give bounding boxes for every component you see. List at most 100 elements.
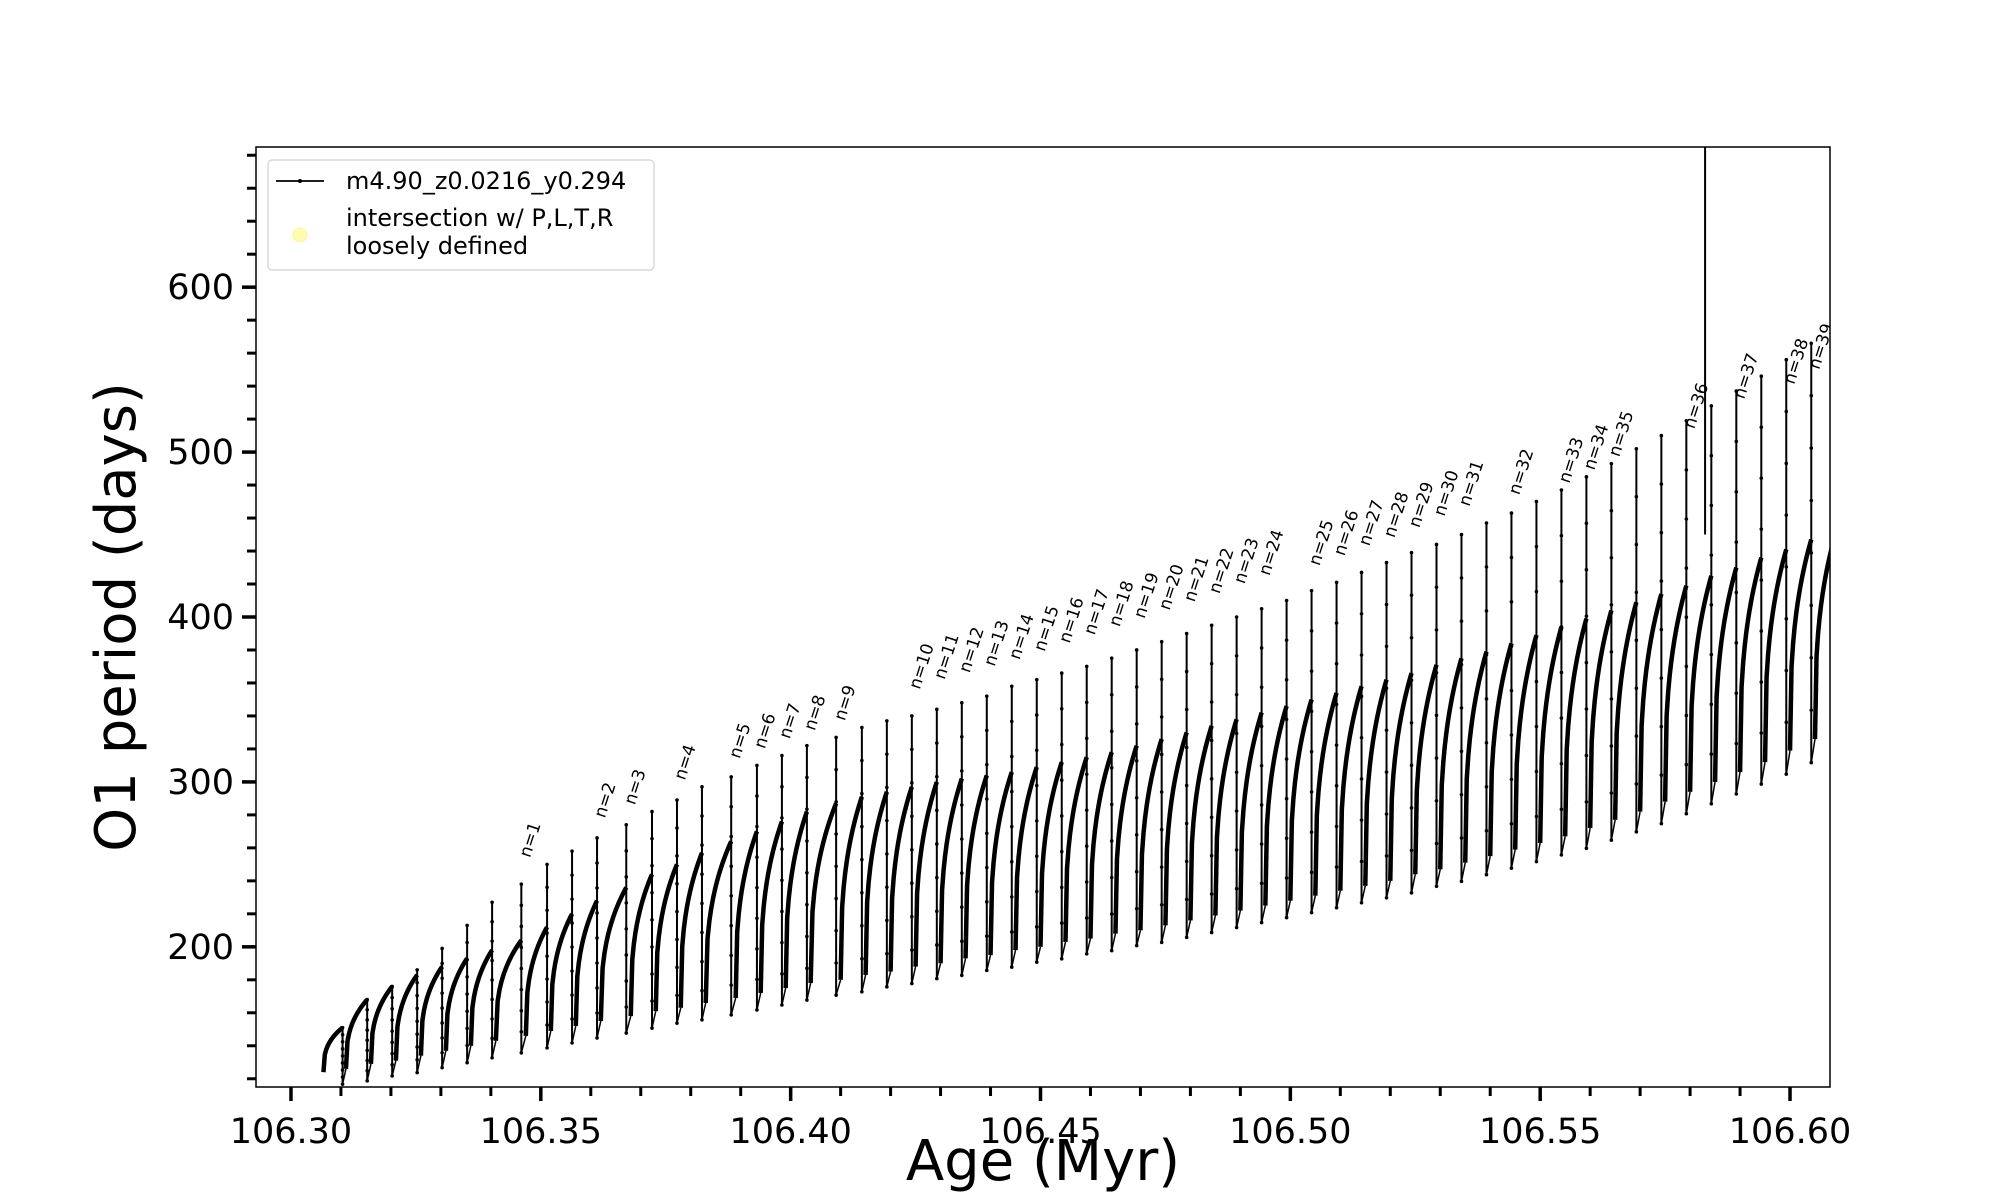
data-point bbox=[1009, 895, 1014, 899]
loop-drop bbox=[911, 966, 917, 984]
data-point bbox=[1159, 827, 1164, 832]
loop-33 bbox=[1138, 639, 1167, 945]
loop-curve bbox=[1338, 685, 1364, 891]
loop-curve bbox=[548, 912, 575, 1032]
data-point bbox=[1009, 930, 1014, 934]
data-point bbox=[805, 775, 809, 780]
loop-drop bbox=[676, 1007, 682, 1024]
data-point bbox=[1634, 638, 1639, 643]
data-point bbox=[1684, 713, 1689, 718]
data-point bbox=[1584, 753, 1589, 758]
data-point bbox=[834, 767, 838, 772]
data-point bbox=[1909, 548, 1913, 552]
loop-50 bbox=[1562, 475, 1591, 851]
data-point bbox=[465, 923, 469, 928]
loop-drop bbox=[1260, 905, 1267, 923]
data-point bbox=[984, 728, 989, 733]
data-point bbox=[1359, 777, 1364, 781]
data-point bbox=[1034, 854, 1039, 859]
data-point bbox=[700, 814, 704, 818]
data-point bbox=[1684, 762, 1689, 767]
plot-area: n=1n=2 n=3n=4n=5n=6n=7n=8 n=9n=10n=11n=12n… bbox=[321, 147, 1913, 1086]
data-point bbox=[1034, 925, 1039, 929]
loop-drop bbox=[441, 1050, 447, 1068]
data-point bbox=[960, 700, 964, 705]
data-point bbox=[1659, 579, 1664, 583]
annotation-n-4: n=4 bbox=[670, 742, 700, 782]
loop-drop bbox=[1135, 930, 1142, 946]
data-point bbox=[1484, 741, 1489, 745]
data-point bbox=[1634, 446, 1639, 451]
data-point bbox=[1559, 488, 1564, 492]
data-point bbox=[1909, 271, 1913, 275]
loop-curve bbox=[783, 810, 810, 989]
data-point bbox=[1109, 729, 1114, 734]
data-point bbox=[390, 1062, 394, 1067]
annotation-n-3: n=3 bbox=[620, 767, 650, 807]
data-point bbox=[1309, 669, 1314, 673]
data-point bbox=[729, 864, 733, 868]
data-point bbox=[805, 839, 809, 843]
x-tick-label-7: 106.60 bbox=[1729, 1112, 1851, 1152]
data-point bbox=[1509, 821, 1514, 826]
data-point bbox=[910, 847, 914, 852]
data-point bbox=[624, 822, 629, 827]
data-point bbox=[1034, 713, 1039, 717]
loop-curve bbox=[1787, 538, 1814, 751]
data-point bbox=[1309, 588, 1314, 593]
data-point bbox=[1759, 425, 1764, 430]
data-point bbox=[1284, 638, 1289, 642]
data-point bbox=[1009, 719, 1014, 724]
data-point bbox=[1434, 628, 1439, 632]
data-point bbox=[1884, 671, 1888, 675]
data-point bbox=[1359, 818, 1364, 822]
data-point bbox=[1334, 661, 1339, 666]
data-point bbox=[755, 763, 759, 768]
data-point bbox=[860, 725, 864, 730]
data-point bbox=[595, 911, 599, 915]
loop-curve bbox=[343, 998, 369, 1069]
data-point bbox=[1809, 341, 1814, 346]
loop-curve bbox=[703, 840, 734, 1003]
loop-curve bbox=[1662, 585, 1689, 802]
loop-curve bbox=[1013, 766, 1039, 951]
data-point bbox=[1284, 876, 1289, 880]
annotation-n-2: n=2 bbox=[591, 780, 621, 820]
data-point bbox=[440, 1036, 444, 1040]
data-point bbox=[440, 961, 444, 966]
data-point bbox=[1709, 652, 1714, 657]
data-point bbox=[1834, 378, 1838, 382]
data-point bbox=[885, 885, 889, 889]
data-point bbox=[1059, 885, 1064, 890]
data-point bbox=[1659, 482, 1664, 486]
data-point bbox=[1659, 676, 1664, 680]
data-point bbox=[1659, 773, 1664, 777]
data-point bbox=[440, 1006, 444, 1010]
loop-62 bbox=[1865, 289, 1890, 730]
loop-drop bbox=[1485, 855, 1491, 875]
data-point bbox=[1134, 759, 1139, 763]
loop-drop bbox=[1160, 925, 1167, 943]
data-point bbox=[1659, 627, 1664, 632]
data-point bbox=[1034, 677, 1039, 682]
data-point bbox=[545, 977, 549, 981]
data-point bbox=[1359, 859, 1364, 864]
data-point bbox=[1084, 772, 1089, 777]
loop-curve bbox=[1113, 744, 1139, 934]
data-point bbox=[519, 945, 524, 950]
data-point bbox=[1484, 521, 1489, 525]
data-point bbox=[545, 885, 549, 890]
data-point bbox=[935, 875, 939, 880]
data-point bbox=[885, 852, 889, 856]
data-point bbox=[1434, 585, 1439, 589]
loop-27 bbox=[988, 684, 1017, 969]
loop-curve bbox=[678, 852, 705, 1008]
data-point bbox=[1134, 832, 1139, 837]
data-point bbox=[834, 735, 838, 740]
data-point bbox=[1384, 560, 1389, 565]
data-point bbox=[1584, 660, 1589, 665]
loop-drop bbox=[1886, 704, 1890, 728]
data-point bbox=[1734, 590, 1739, 595]
loop-61 bbox=[1840, 307, 1865, 741]
loop-curve bbox=[1890, 503, 1911, 704]
